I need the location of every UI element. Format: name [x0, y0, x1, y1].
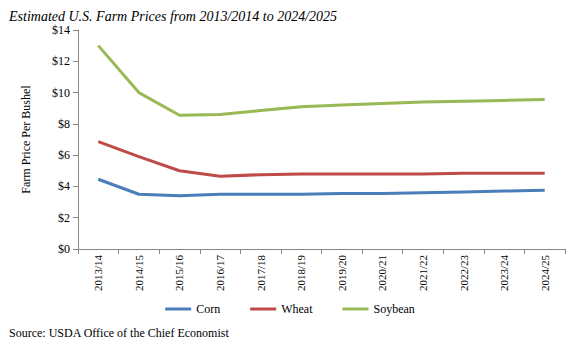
svg-text:2022/23: 2022/23: [458, 255, 470, 292]
svg-text:2017/18: 2017/18: [255, 255, 267, 292]
svg-text:Corn: Corn: [196, 302, 220, 316]
svg-text:$0: $0: [58, 242, 70, 256]
svg-text:$2: $2: [58, 211, 70, 225]
svg-text:2020/21: 2020/21: [376, 255, 388, 291]
svg-text:$12: $12: [52, 54, 70, 68]
svg-text:$4: $4: [58, 179, 70, 193]
svg-text:$8: $8: [58, 117, 70, 131]
svg-text:$6: $6: [58, 148, 70, 162]
svg-text:Estimated U.S. Farm Prices fro: Estimated U.S. Farm Prices from 2013/201…: [8, 9, 337, 24]
svg-text:Farm Price Per Bushel: Farm Price Per Bushel: [19, 85, 33, 194]
svg-text:$14: $14: [52, 23, 70, 37]
svg-text:$10: $10: [52, 86, 70, 100]
svg-text:Wheat: Wheat: [281, 302, 313, 316]
svg-text:2013/14: 2013/14: [92, 255, 104, 292]
svg-text:2015/16: 2015/16: [173, 255, 185, 292]
svg-text:2021/22: 2021/22: [417, 255, 429, 291]
svg-text:2019/20: 2019/20: [336, 255, 348, 292]
svg-text:2018/19: 2018/19: [295, 255, 307, 292]
svg-text:2014/15: 2014/15: [133, 255, 145, 292]
svg-text:Source: USDA Office of the Chi: Source: USDA Office of the Chief Economi…: [9, 326, 229, 340]
svg-text:2023/24: 2023/24: [498, 255, 510, 292]
svg-text:2016/17: 2016/17: [214, 255, 226, 292]
svg-text:Soybean: Soybean: [373, 302, 414, 316]
svg-text:2024/25: 2024/25: [539, 255, 551, 292]
